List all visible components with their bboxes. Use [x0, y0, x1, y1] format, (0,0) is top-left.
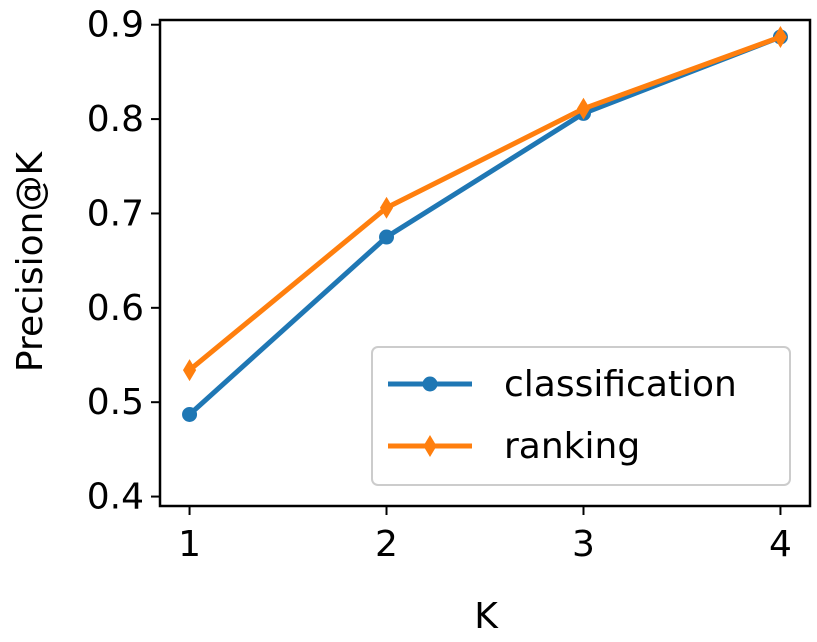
series-line-ranking — [187, 34, 782, 373]
legend: classification ranking — [371, 346, 791, 486]
data-point-classification — [379, 229, 395, 245]
data-point-ranking — [773, 26, 788, 48]
y-tick-label: 0.9 — [87, 5, 144, 46]
legend-item-ranking: ranking — [388, 426, 640, 467]
x-tick-label: 1 — [178, 524, 201, 565]
y-tick-label: 0.5 — [87, 382, 144, 423]
y-tick-label: 0.8 — [87, 99, 144, 140]
data-point-ranking — [576, 97, 591, 120]
y-tick-label: 0.7 — [87, 193, 144, 234]
x-tick-label: 2 — [375, 524, 398, 565]
y-tick-label: 0.6 — [87, 288, 144, 329]
series-layer — [182, 26, 788, 422]
legend-label-ranking: ranking — [504, 426, 640, 467]
legend-item-classification: classification — [388, 364, 737, 405]
legend-marker-classification — [422, 376, 438, 392]
plot-area — [158, 18, 812, 508]
legend-box — [371, 346, 791, 486]
x-tick-label: 4 — [769, 524, 792, 565]
legend-marker-ranking — [423, 435, 437, 457]
y-axis-title: Precision@K — [10, 150, 51, 372]
x-axis: 1 2 3 4 — [178, 506, 792, 565]
y-tick-label: 0.4 — [87, 477, 144, 518]
data-point-ranking — [182, 359, 197, 382]
plot-frame — [158, 18, 812, 508]
data-point-ranking — [379, 196, 394, 219]
series-ranking — [182, 26, 788, 382]
y-axis: 0.4 0.5 0.6 0.7 0.8 0.9 — [87, 5, 160, 518]
legend-label-classification: classification — [504, 364, 737, 405]
data-point-classification — [182, 406, 198, 422]
x-axis-title: K — [474, 596, 499, 637]
x-tick-label: 3 — [572, 524, 595, 565]
